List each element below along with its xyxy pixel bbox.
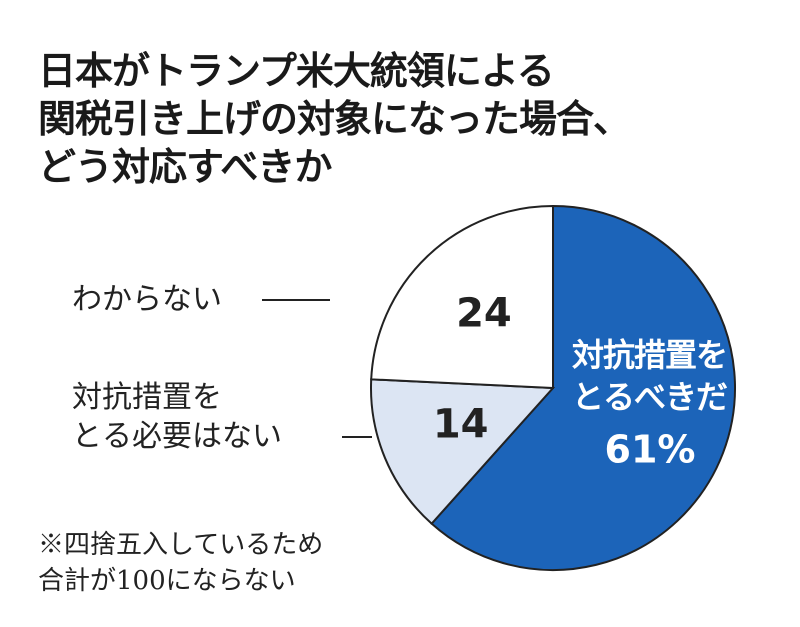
pie-slice: [430, 204, 736, 571]
slice-label: 対抗措置を とる必要はない: [72, 380, 282, 454]
data-label: 61%: [605, 428, 696, 472]
note: 合計が100にならない: [38, 566, 296, 596]
slice-label: 対抗措置を とるべきだ: [572, 336, 728, 416]
chart-title: 日本がトランプ米大統領による: [38, 49, 555, 93]
data-label: 24: [456, 291, 512, 337]
data-label: 14: [433, 402, 489, 448]
note: ※四捨五入しているため: [38, 530, 324, 560]
pie-slice: [370, 204, 554, 390]
pie-slice: [370, 378, 556, 526]
chart-title: どう対応すべきか: [38, 145, 332, 189]
slice-label: わからない: [72, 282, 222, 317]
chart-title: 関税引き上げの対象になった場合、: [38, 97, 631, 141]
